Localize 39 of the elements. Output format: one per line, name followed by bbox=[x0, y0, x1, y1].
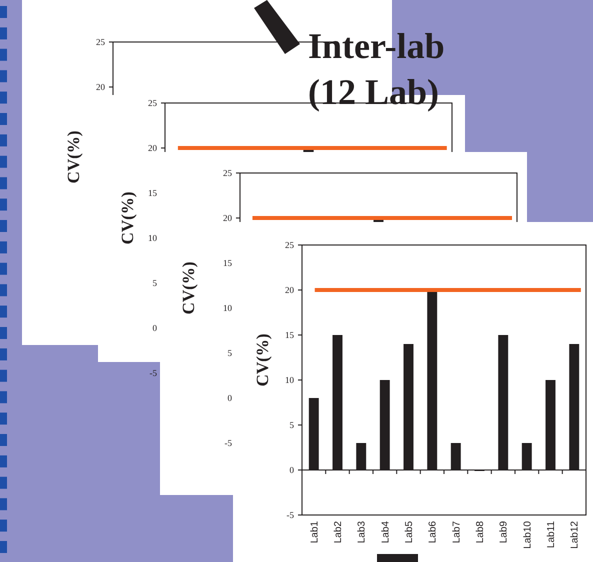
y-tick-label: 20 bbox=[148, 143, 158, 154]
y-axis-title: CV(%) bbox=[64, 130, 83, 184]
y-tick-label: 5 bbox=[152, 278, 158, 288]
y-tick-label: 15 bbox=[148, 188, 158, 198]
x-tick-label: Lab7 bbox=[451, 520, 462, 544]
y-tick-label: 25 bbox=[148, 98, 158, 108]
x-tick-label: Lab11 bbox=[546, 520, 557, 548]
y-tick-label: -5 bbox=[150, 368, 158, 378]
y-tick-label: 20 bbox=[223, 213, 232, 224]
y-tick-label: 5 bbox=[290, 420, 294, 430]
x-tick-label: Lab1 bbox=[309, 520, 320, 544]
y-axis-title: CV(%) bbox=[252, 334, 272, 386]
x-tick-label: Lab5 bbox=[404, 520, 415, 544]
y-tick-label: 10 bbox=[148, 233, 158, 244]
x-tick-label: Lab2 bbox=[333, 520, 344, 544]
x-tick-label: Lab12 bbox=[570, 520, 581, 549]
y-tick-label: 5 bbox=[228, 348, 232, 358]
y-tick-label: 0 bbox=[152, 323, 158, 334]
y-tick-label: 25 bbox=[285, 240, 294, 250]
y-tick-label: 0 bbox=[228, 393, 232, 404]
y-tick-label: 0 bbox=[290, 465, 294, 476]
y-tick-label: 20 bbox=[96, 82, 106, 92]
y-tick-label: 15 bbox=[285, 330, 294, 340]
y-tick-label: 15 bbox=[223, 258, 232, 268]
x-tick-label: Lab8 bbox=[475, 520, 486, 544]
y-tick-label: -5 bbox=[224, 438, 232, 448]
x-tick-label: Lab10 bbox=[522, 520, 534, 549]
y-tick-label: 20 bbox=[285, 285, 294, 296]
y-tick-label: 10 bbox=[285, 375, 294, 386]
y-axis-title: CV(%) bbox=[118, 192, 137, 244]
y-tick-label: 25 bbox=[96, 37, 106, 48]
x-tick-label: Lab4 bbox=[380, 520, 392, 544]
x-tick-label: Lab3 bbox=[356, 520, 368, 544]
x-tick-label: Lab9 bbox=[498, 520, 510, 544]
y-tick-label: 10 bbox=[223, 303, 232, 314]
y-tick-label: -5 bbox=[286, 510, 294, 520]
y-tick-label: 25 bbox=[223, 168, 232, 178]
y-axis-title: CV(%) bbox=[178, 262, 198, 314]
x-tick-label: Lab6 bbox=[428, 520, 439, 544]
